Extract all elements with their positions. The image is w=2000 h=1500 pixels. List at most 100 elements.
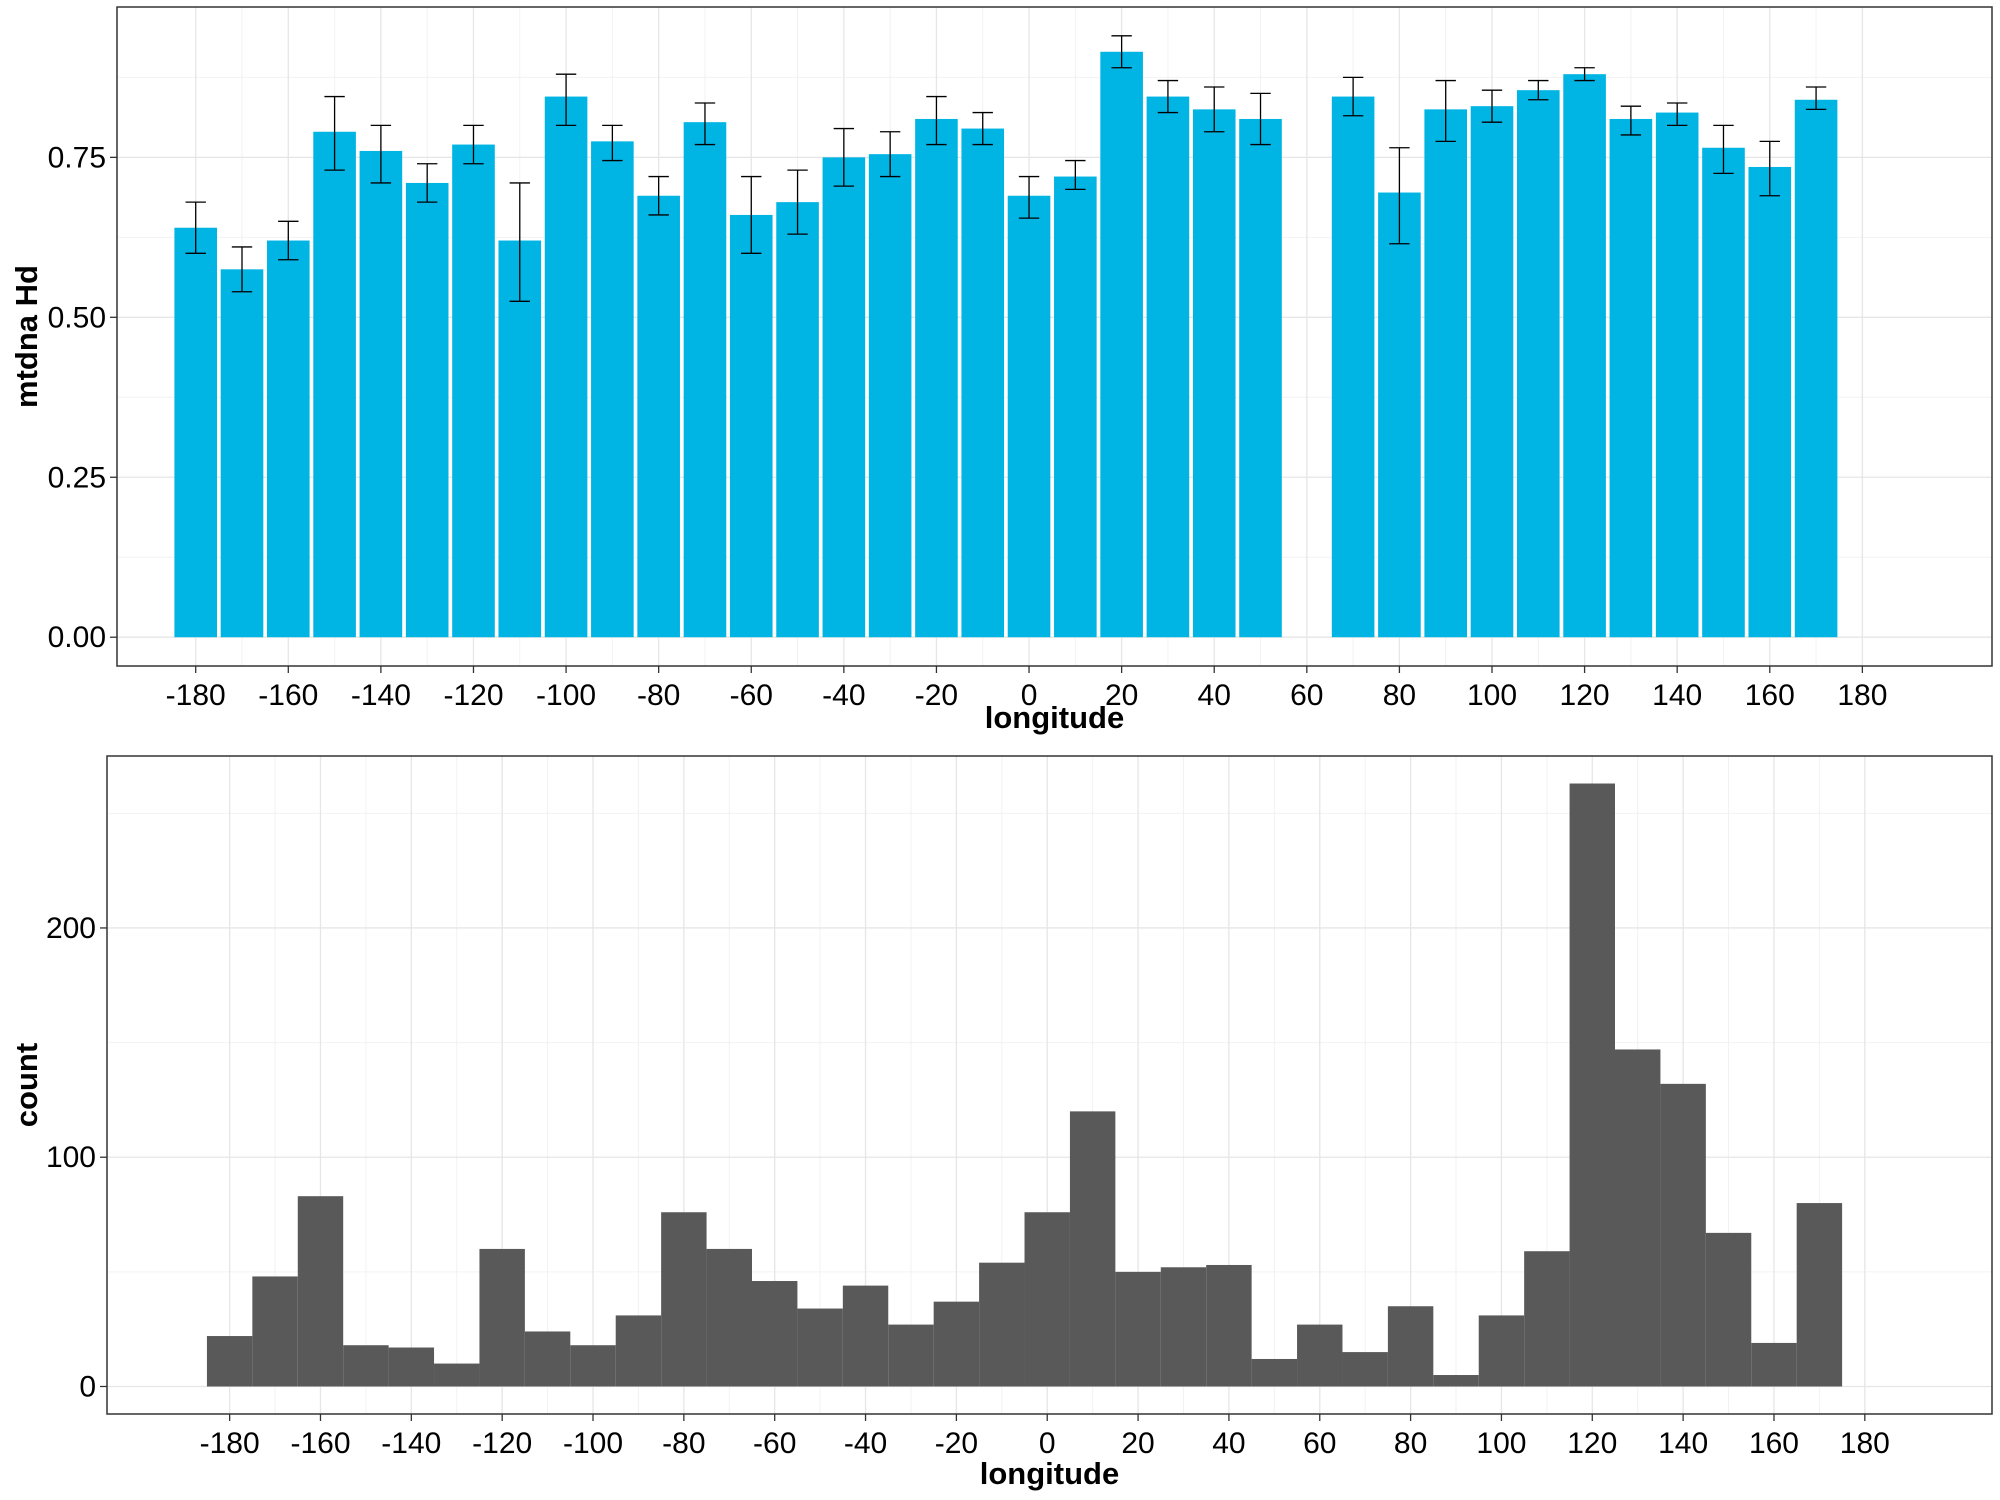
error-bar [1342, 76, 1364, 117]
error-bar [370, 124, 392, 184]
bar [1331, 96, 1375, 638]
x-tick-label: 60 [1290, 679, 1323, 712]
y-tick-label: 200 [46, 912, 96, 945]
histogram-bar [1069, 1111, 1116, 1387]
bar [1239, 118, 1282, 638]
bar [868, 154, 912, 638]
error-bar [833, 127, 855, 187]
histogram-bar [343, 1345, 389, 1387]
x-tick-label: -100 [536, 679, 596, 712]
bar [1054, 176, 1097, 638]
bar [313, 131, 356, 638]
x-tick-label: 140 [1652, 679, 1702, 712]
x-axis-title: longitude [985, 700, 1124, 735]
error-bar [417, 163, 438, 203]
bar [1702, 147, 1745, 638]
histogram-bar [1433, 1375, 1479, 1387]
error-bar [1528, 79, 1549, 101]
error-bar [741, 175, 762, 254]
histogram-bar [1751, 1342, 1797, 1387]
x-tick-label: 40 [1212, 1427, 1245, 1460]
histogram-bar [888, 1324, 934, 1387]
error-bar [972, 111, 993, 146]
histogram-bar [297, 1196, 344, 1387]
y-tick-label: 0.25 [48, 461, 106, 494]
bar [498, 240, 542, 638]
histogram-bar [479, 1248, 525, 1387]
x-tick-label: -120 [472, 1427, 532, 1460]
x-tick-label: -180 [166, 679, 226, 712]
bar [1378, 192, 1421, 638]
bar [544, 96, 588, 638]
error-bar [278, 220, 299, 261]
histogram-bar [206, 1336, 253, 1387]
bar [1609, 118, 1653, 638]
y-axis-title: count [9, 1043, 44, 1127]
x-tick-label: 20 [1105, 679, 1138, 712]
bar [961, 128, 1005, 638]
bar [1470, 106, 1514, 638]
x-tick-label: -40 [844, 1427, 887, 1460]
error-bar [1065, 159, 1086, 190]
bar [1563, 74, 1606, 638]
error-bar [1759, 140, 1780, 197]
x-tick-label: -80 [637, 679, 680, 712]
histogram-bar [570, 1345, 616, 1387]
error-bar [324, 95, 345, 171]
error-bar [602, 124, 623, 162]
x-tick-label: -140 [351, 679, 411, 712]
bar [822, 157, 866, 638]
histogram-bar [1387, 1306, 1434, 1387]
histogram-bar [1206, 1264, 1252, 1387]
error-bar [231, 246, 253, 293]
x-tick-label: 0 [1021, 679, 1038, 712]
histogram-bar [615, 1315, 662, 1387]
bar [729, 214, 773, 638]
histogram-bar [434, 1363, 480, 1387]
bar [1655, 112, 1699, 638]
x-tick-label: 120 [1560, 679, 1610, 712]
y-tick-label: 0.50 [48, 301, 106, 334]
x-axis-title: longitude [980, 1456, 1119, 1491]
bar [267, 240, 310, 638]
histogram-bar [1251, 1358, 1298, 1387]
x-tick-label: -20 [915, 679, 958, 712]
error-bar [1204, 86, 1225, 133]
bar [1794, 99, 1838, 638]
bar [1146, 96, 1190, 638]
histogram-bar [1478, 1315, 1525, 1387]
x-tick-label: -160 [258, 679, 318, 712]
error-bar [1250, 92, 1271, 146]
x-tick-label: -80 [662, 1427, 705, 1460]
histogram-bar [797, 1308, 843, 1387]
bar [591, 141, 634, 638]
histogram-bar [1615, 1049, 1661, 1387]
error-bar [555, 73, 577, 127]
error-bar [1435, 79, 1456, 143]
error-bar [1481, 89, 1503, 123]
x-tick-label: -120 [443, 679, 503, 712]
histogram-bar [524, 1331, 571, 1387]
error-bar [1574, 67, 1595, 82]
histogram-bar [661, 1212, 707, 1387]
chart-panel-1: -180 -160 -140 -120 -100 -80 -60 -40 -20 0 20 40 60 8… [9, 6, 1993, 735]
x-tick-label: 60 [1303, 1427, 1336, 1460]
error-bar [926, 95, 947, 146]
histogram-bar [979, 1262, 1025, 1387]
error-bar [1018, 175, 1040, 219]
x-tick-label: 180 [1837, 679, 1887, 712]
histogram-bar [933, 1301, 980, 1387]
histogram-bar [1524, 1251, 1570, 1387]
bar [220, 269, 264, 638]
bar [359, 150, 403, 638]
error-bar [185, 201, 206, 254]
histogram-bar [252, 1276, 298, 1387]
x-tick-label: 100 [1467, 679, 1517, 712]
bar [637, 195, 680, 638]
bar [1748, 166, 1792, 638]
x-tick-label: 0 [1039, 1427, 1056, 1460]
x-tick-label: -40 [822, 679, 865, 712]
x-tick-label: 80 [1394, 1427, 1427, 1460]
histogram-bar [842, 1285, 889, 1387]
